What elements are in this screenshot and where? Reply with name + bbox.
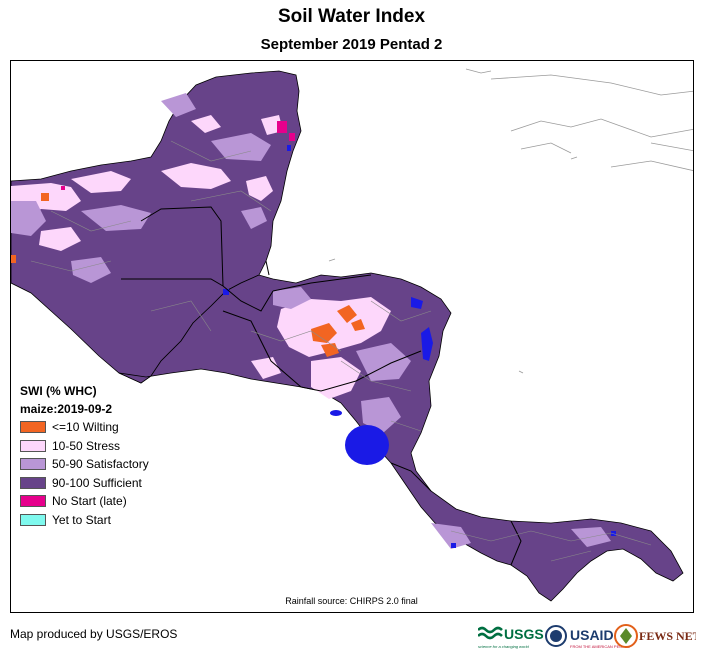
legend-title: SWI (% WHC) [20,384,97,398]
legend-swatch [20,458,46,471]
usgs-wordmark: USGS [504,626,544,642]
admin-boundaries [30,140,652,562]
usgs-logo: USGS science for a changing world [477,626,544,649]
stress-patches-south [251,297,391,399]
legend-label: <=10 Wilting [52,420,119,435]
legend-item: 50-90 Satisfactory [20,455,149,474]
legend-label: Yet to Start [52,512,111,527]
legend-swatch [20,439,46,452]
legend-label: 50-90 Satisfactory [52,457,149,472]
legend-item: <=10 Wilting [20,418,149,437]
no-start-patches [61,121,295,190]
legend-swatch [20,476,46,489]
country-borders [121,206,522,566]
fewsnet-logo: FEWS NET [614,624,701,648]
rainfall-source-note: Rainfall source: CHIRPS 2.0 final [285,596,418,606]
legend-label: 10-50 Stress [52,438,121,453]
legend-item: 90-100 Sufficient [20,474,149,493]
legend-item: Yet to Start [20,511,149,530]
map-subtitle: September 2019 Pentad 2 [260,36,443,53]
usaid-tagline: FROM THE AMERICAN PEOPLE [570,644,630,649]
logo-strip: USGS science for a changing world USAID … [477,624,701,649]
usgs-tagline: science for a changing world [478,644,529,649]
fewsnet-wordmark: FEWS NET [639,629,696,643]
satisfactory-patches-south [273,287,611,549]
legend-swatch [20,495,46,508]
map-title: Soil Water Index [277,6,426,27]
legend-item: 10-50 Stress [20,437,149,456]
satisfactory-patches-north [11,93,271,283]
legend-swatch [20,513,46,526]
land-central-america [118,272,684,602]
usaid-wordmark: USAID [570,627,614,643]
caribbean-islands [328,68,693,374]
map-producer-credit: Map produced by USGS/EROS [10,627,178,641]
map-frame[interactable] [10,60,694,613]
partner-logos: USGS science for a changing world USAID … [477,622,701,652]
usaid-logo: USAID FROM THE AMERICAN PEOPLE [545,625,630,649]
map-canvas [11,68,693,602]
legend-swatch [20,421,46,434]
legend-item: No Start (late) [20,492,149,511]
map-legend: SWI (% WHC) maize:2019-09-2 <=10 Wilting… [20,382,149,529]
legend-label: No Start (late) [52,494,127,509]
legend-subtitle: maize:2019-09-2 [20,402,113,416]
legend-label: 90-100 Sufficient [52,475,142,490]
